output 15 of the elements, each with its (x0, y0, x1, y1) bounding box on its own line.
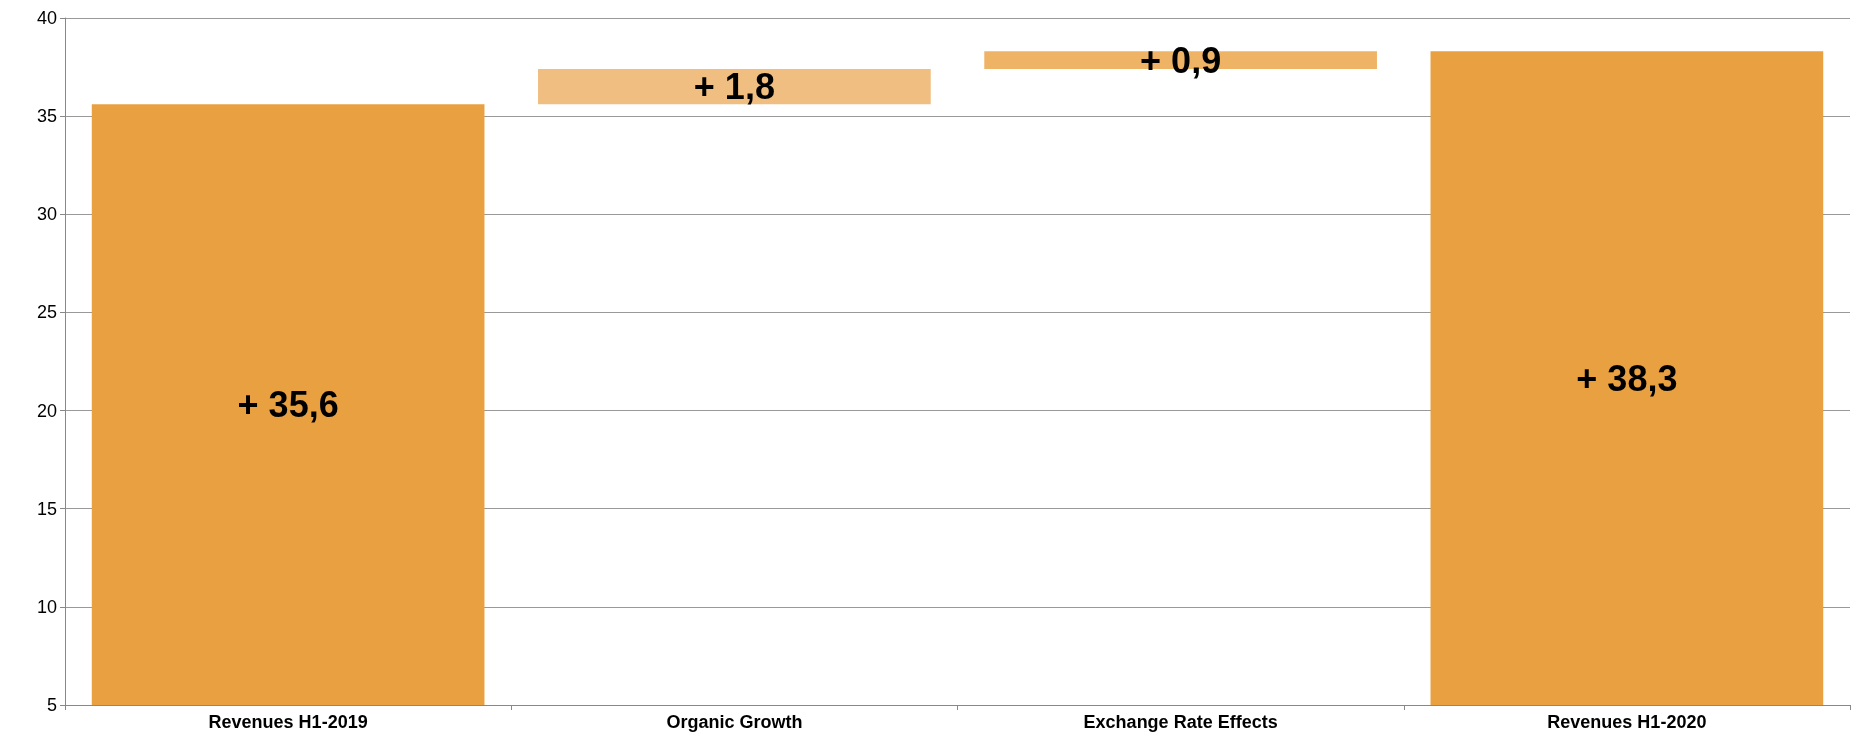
x-tick-label: Revenues H1-2020 (1547, 712, 1707, 732)
y-tick-label: 40 (36, 8, 57, 28)
data-label: + 1,8 (693, 66, 775, 108)
x-tick-label: Revenues H1-2019 (208, 712, 368, 732)
data-label: + 35,6 (237, 384, 339, 426)
y-tick-label: 25 (36, 302, 57, 323)
data-label: + 38,3 (1576, 357, 1678, 399)
x-tick-label: Organic Growth (666, 712, 803, 732)
y-tick-label: 5 (46, 695, 57, 715)
y-tick-label: 30 (36, 204, 57, 225)
x-tick-label: Exchange Rate Effects (1083, 712, 1278, 732)
y-tick-label: 35 (36, 106, 57, 127)
y-tick-label: 20 (36, 400, 57, 421)
y-tick-label: 10 (36, 596, 57, 617)
y-tick-label: 15 (36, 498, 57, 519)
